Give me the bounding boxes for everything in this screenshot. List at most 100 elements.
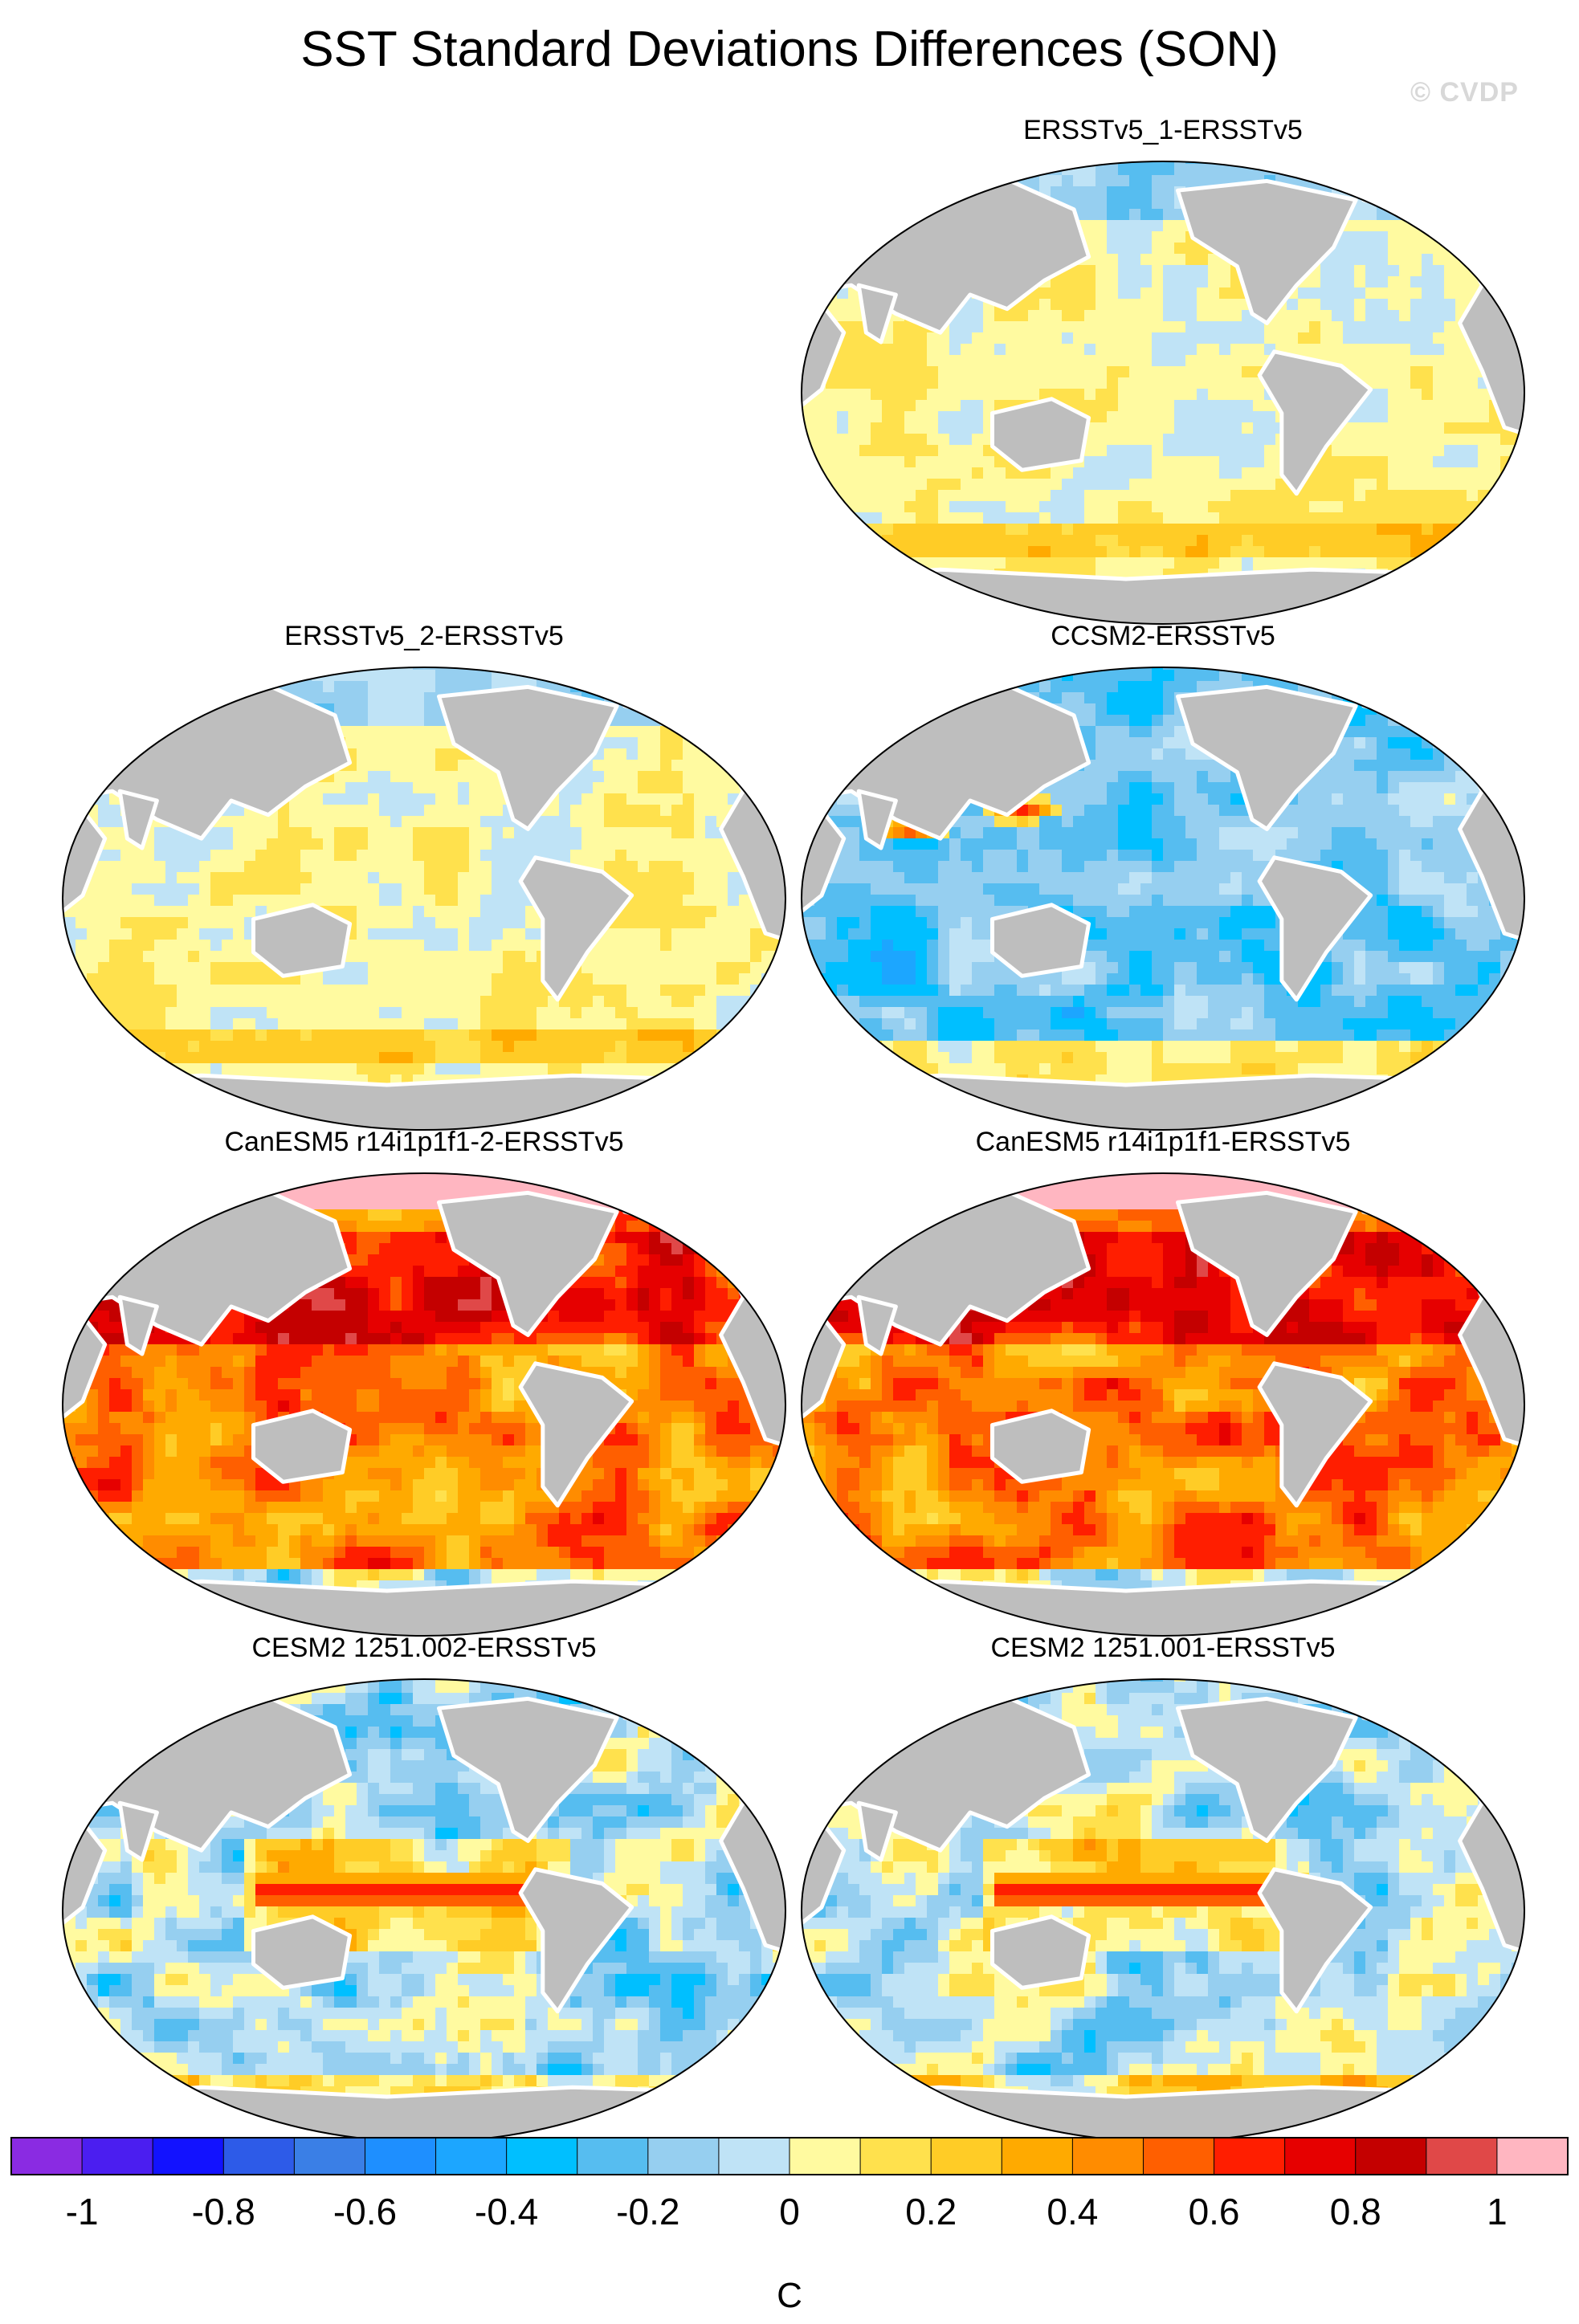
sst-cell	[750, 951, 762, 963]
sst-cell	[604, 928, 616, 940]
sst-cell	[1107, 557, 1119, 569]
sst-cell	[233, 805, 245, 817]
sst-cell	[983, 355, 995, 367]
sst-cell	[638, 985, 650, 997]
sst-cell	[638, 996, 650, 1008]
sst-cell	[893, 400, 905, 412]
sst-cell	[244, 681, 256, 693]
sst-cell	[1107, 748, 1119, 760]
sst-cell	[1039, 287, 1051, 300]
land-mass	[437, 684, 619, 831]
sst-cell	[961, 321, 973, 333]
sst-cell	[1422, 422, 1434, 434]
sst-cell	[1096, 667, 1108, 671]
sst-cell	[199, 917, 211, 929]
sst-cell	[1365, 434, 1377, 446]
sst-cell	[1433, 310, 1445, 322]
sst-cell	[1219, 501, 1231, 513]
sst-cell	[480, 906, 492, 918]
sst-cell	[503, 1052, 515, 1064]
sst-cell	[289, 1029, 301, 1042]
sst-cell	[716, 805, 728, 817]
sst-cell	[1096, 535, 1108, 547]
sst-cell	[390, 940, 402, 952]
sst-cell	[1422, 479, 1434, 491]
sst-cell	[98, 962, 110, 974]
sst-cell	[761, 951, 773, 963]
sst-cell	[188, 895, 200, 907]
sst-cell	[345, 827, 357, 839]
sst-cell	[1489, 445, 1501, 457]
sst-cell	[480, 883, 492, 895]
sst-cell	[458, 996, 470, 1008]
sst-cell	[1118, 703, 1130, 716]
sst-cell	[638, 737, 650, 749]
sst-cell	[345, 782, 357, 794]
sst-cell	[1332, 344, 1344, 356]
sst-cell	[244, 872, 256, 884]
sst-cell	[424, 850, 436, 862]
sst-cell	[1399, 265, 1411, 277]
sst-cell	[334, 861, 346, 873]
sst-cell	[1444, 411, 1456, 423]
sst-cell	[188, 962, 200, 974]
sst-cell	[300, 996, 312, 1008]
sst-cell	[1163, 209, 1175, 221]
sst-cell	[323, 816, 335, 828]
sst-cell	[1084, 400, 1096, 412]
sst-cell	[1320, 524, 1332, 536]
sst-cell	[1129, 524, 1141, 536]
sst-cell	[177, 838, 189, 850]
sst-cell	[1478, 456, 1490, 468]
sst-cell	[402, 850, 414, 862]
sst-cell	[177, 1018, 189, 1030]
land-mass	[518, 855, 634, 1002]
sst-cell	[705, 771, 717, 783]
sst-cell	[143, 951, 155, 963]
sst-cell	[323, 861, 335, 873]
sst-cell	[1185, 422, 1198, 434]
sst-cell	[1084, 524, 1096, 536]
sst-cell	[916, 535, 928, 547]
sst-cell	[1433, 479, 1445, 491]
sst-cell	[1129, 175, 1141, 187]
sst-cell	[368, 760, 380, 772]
sst-cell	[390, 703, 402, 716]
sst-cell	[694, 793, 706, 805]
sst-cell	[671, 940, 683, 952]
sst-cell	[1489, 434, 1501, 446]
sst-cell	[716, 973, 728, 985]
sst-cell	[1039, 557, 1051, 569]
sst-cell	[1343, 254, 1355, 266]
sst-cell	[1152, 512, 1164, 524]
sst-cell	[1467, 434, 1479, 446]
sst-cell	[1354, 479, 1366, 491]
sst-cell	[413, 681, 425, 693]
sst-cell	[368, 872, 380, 884]
sst-cell	[447, 985, 459, 997]
sst-cell	[132, 872, 144, 884]
sst-cell	[233, 973, 245, 985]
sst-cell	[1219, 344, 1231, 356]
sst-cell	[379, 928, 391, 940]
sst-cell	[1332, 276, 1344, 288]
sst-cell	[1253, 490, 1265, 502]
sst-cell	[1163, 692, 1175, 704]
sst-cell	[1230, 524, 1242, 536]
sst-cell	[904, 411, 916, 423]
sst-cell	[1163, 703, 1175, 716]
sst-cell	[480, 872, 492, 884]
sst-cell	[222, 1063, 234, 1075]
sst-cell	[435, 670, 447, 682]
sst-cell	[638, 1029, 650, 1042]
sst-cell	[503, 827, 515, 839]
sst-cell	[312, 816, 324, 828]
sst-cell	[109, 895, 121, 907]
sst-cell	[1073, 377, 1085, 389]
sst-cell	[1096, 299, 1108, 311]
sst-cell	[705, 782, 717, 794]
sst-cell	[570, 782, 582, 794]
sst-cell	[1152, 161, 1164, 165]
sst-cell	[1073, 389, 1085, 401]
sst-cell	[893, 220, 905, 232]
